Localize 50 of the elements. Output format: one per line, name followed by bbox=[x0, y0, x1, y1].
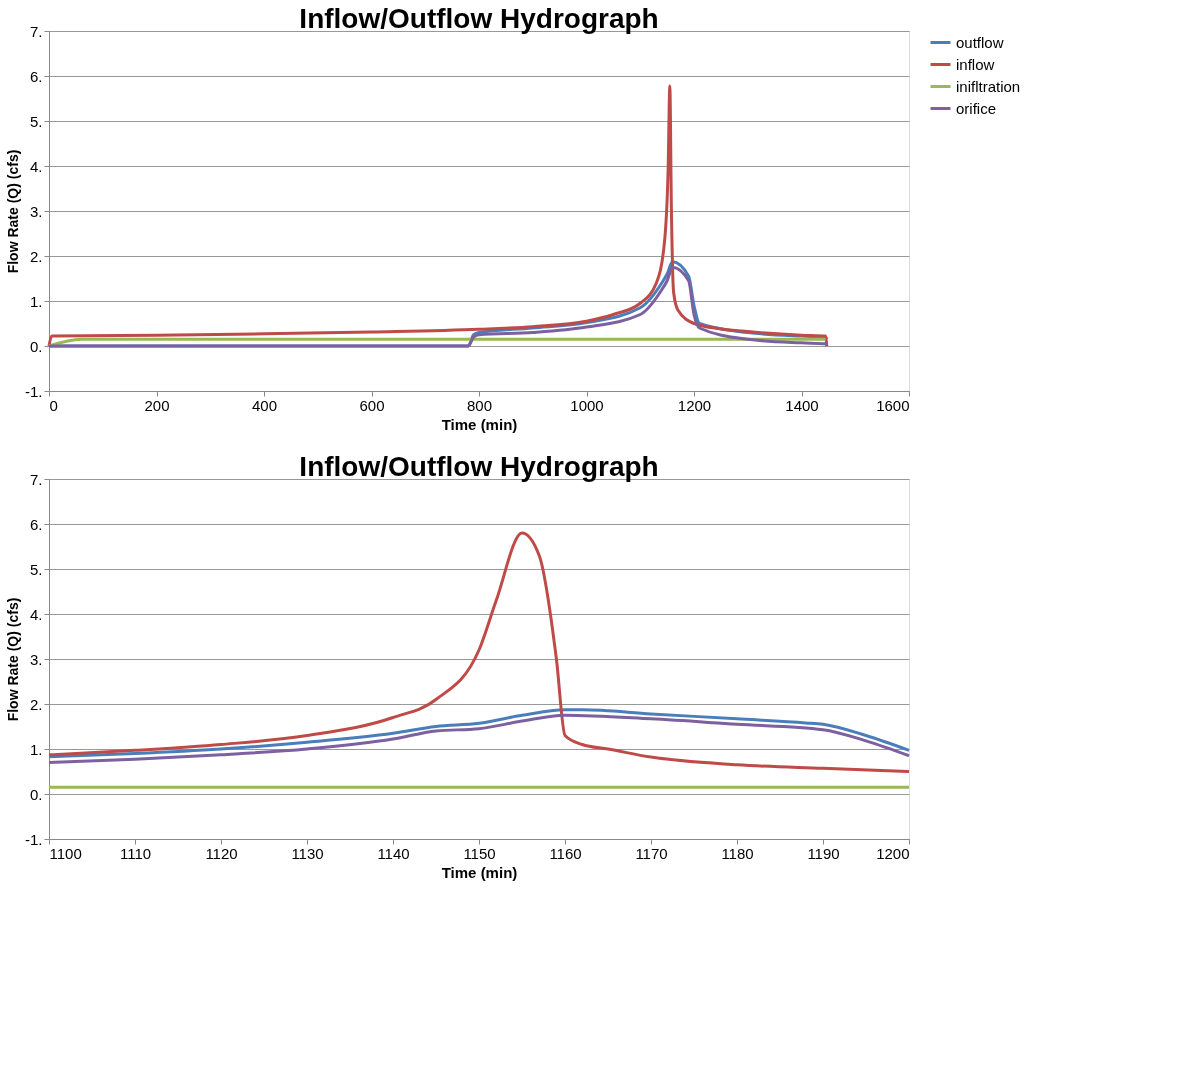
y-tick-label: 3. bbox=[29, 650, 43, 668]
y-tick-label: 2. bbox=[29, 695, 43, 713]
y-tick-label: 0. bbox=[29, 337, 43, 355]
x-axis-title: Time (min) bbox=[441, 415, 518, 433]
y-tick-label: 0. bbox=[29, 785, 43, 803]
y-tick-label: 7. bbox=[29, 470, 43, 488]
x-tick-label: 1140 bbox=[377, 844, 410, 862]
y-tick-label: 5. bbox=[29, 112, 43, 130]
y-tick-label: -1. bbox=[24, 830, 43, 848]
y-axis-title: Flow Rate (Q) (cfs) bbox=[5, 597, 21, 722]
y-tick-label: 3. bbox=[29, 202, 43, 220]
x-tick-label: 1120 bbox=[205, 844, 238, 862]
x-tick-label: 1130 bbox=[291, 844, 324, 862]
line-series bbox=[47, 84, 829, 348]
x-tick-label: 600 bbox=[359, 396, 385, 414]
line-series bbox=[47, 531, 911, 773]
x-tick-label: 1190 bbox=[807, 844, 840, 862]
y-tick-label: 7. bbox=[29, 22, 43, 40]
x-tick-label: 200 bbox=[144, 396, 170, 414]
y-tick-label: 6. bbox=[29, 515, 43, 533]
chart-title: Inflow/Outflow Hydrograph bbox=[299, 3, 659, 34]
y-tick-label: 6. bbox=[29, 67, 43, 85]
legend-label: inflow bbox=[956, 55, 995, 73]
x-tick-label: 1600 bbox=[876, 396, 910, 414]
x-tick-label: 1200 bbox=[677, 396, 712, 414]
y-tick-label: 4. bbox=[29, 605, 43, 623]
x-tick-label: 1000 bbox=[570, 396, 604, 414]
y-tick-label: -1. bbox=[24, 382, 43, 400]
x-tick-label: 1110 bbox=[119, 844, 152, 862]
legend-label: inifltration bbox=[956, 77, 1021, 95]
y-tick-label: 1. bbox=[29, 740, 43, 758]
y-tick-label: 2. bbox=[29, 247, 43, 265]
y-tick-label: 4. bbox=[29, 157, 43, 175]
x-tick-label: 0 bbox=[49, 396, 58, 414]
y-axis-title: Flow Rate (Q) (cfs) bbox=[5, 149, 21, 274]
x-tick-label: 800 bbox=[466, 396, 493, 414]
y-tick-label: 5. bbox=[29, 560, 43, 578]
x-tick-label: 1160 bbox=[549, 844, 582, 862]
y-tick-label: 1. bbox=[29, 292, 43, 310]
x-tick-label: 400 bbox=[251, 396, 278, 414]
chart-title: Inflow/Outflow Hydrograph bbox=[299, 451, 659, 482]
x-tick-label: 1100 bbox=[49, 844, 82, 862]
x-axis-title: Time (min) bbox=[441, 863, 518, 881]
legend-label: outflow bbox=[956, 33, 1004, 51]
x-tick-label: 1200 bbox=[876, 844, 910, 862]
x-tick-label: 1180 bbox=[721, 844, 754, 862]
legend-label: orifice bbox=[956, 99, 997, 117]
x-tick-label: 1400 bbox=[785, 396, 819, 414]
x-tick-label: 1170 bbox=[635, 844, 668, 862]
x-tick-label: 1150 bbox=[463, 844, 496, 862]
